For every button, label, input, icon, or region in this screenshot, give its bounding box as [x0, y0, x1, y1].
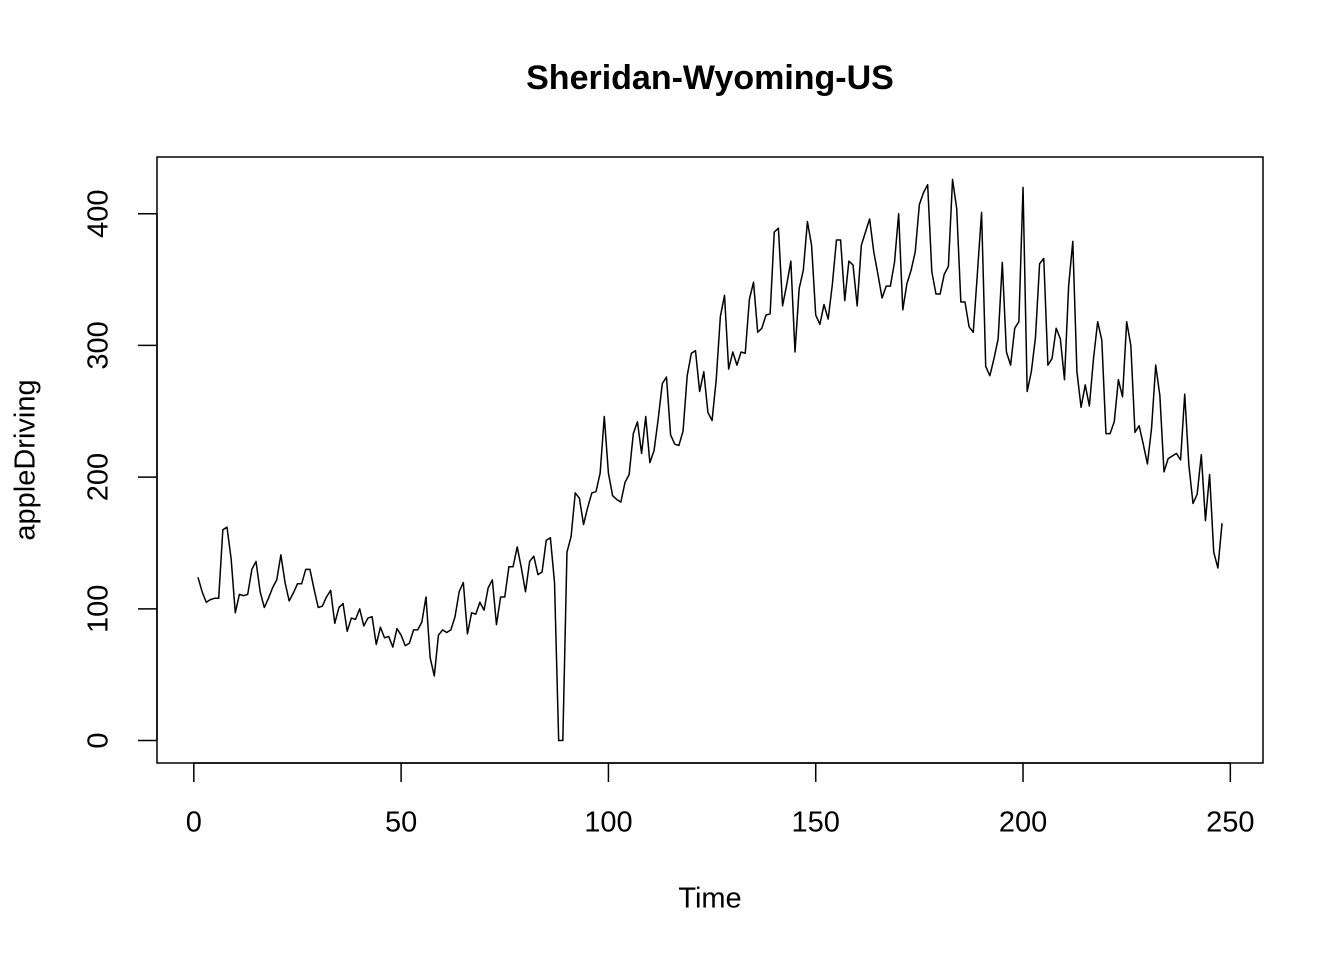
x-tick-label: 100: [584, 807, 632, 839]
y-tick-label: 400: [83, 189, 115, 237]
y-tick-label: 200: [83, 453, 115, 501]
x-tick-label: 150: [792, 807, 840, 839]
y-tick-label: 0: [83, 732, 115, 748]
series-line: [197, 178, 1223, 742]
chart-title: Sheridan-Wyoming-US: [526, 59, 894, 97]
x-tick-label: 250: [1206, 807, 1254, 839]
plot-box: [156, 156, 1264, 764]
y-axis-label: appleDriving: [10, 379, 42, 540]
y-tick-label: 300: [83, 321, 115, 369]
x-tick-label: 0: [186, 807, 202, 839]
y-tick-label: 100: [83, 585, 115, 633]
x-tick-label: 50: [385, 807, 417, 839]
x-tick-label: 200: [999, 807, 1047, 839]
x-axis-label: Time: [678, 883, 741, 915]
